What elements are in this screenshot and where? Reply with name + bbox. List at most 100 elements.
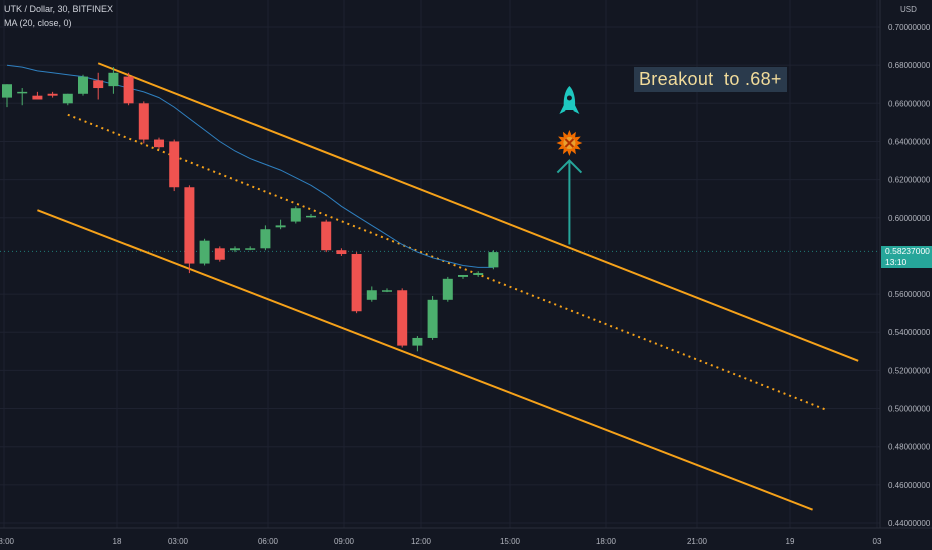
candle-body: [473, 273, 484, 275]
time-tick-label: 03: [873, 537, 882, 546]
candle-body: [214, 248, 225, 260]
candle-body: [154, 139, 164, 148]
candle-body: [2, 84, 12, 98]
price-tick-label: 0.46000000: [888, 481, 931, 490]
currency-label: USD: [900, 5, 917, 14]
moving-average-line: [6, 64, 494, 268]
candle-body: [290, 208, 301, 222]
candle-body: [184, 187, 195, 264]
channel-line-lower[interactable]: [37, 209, 813, 511]
symbol-title: UTK / Dollar, 30, BITFINEX: [4, 4, 114, 14]
up-arrow-icon[interactable]: [556, 159, 583, 245]
target-star-icon: [556, 130, 583, 156]
candle: [123, 72, 134, 106]
candle-body: [321, 221, 332, 251]
price-tick-label: 0.48000000: [888, 443, 931, 452]
time-tick-label: 19: [786, 537, 795, 546]
drawing-annotations[interactable]: [556, 86, 583, 245]
indicator-legend[interactable]: MA (20, close, 0): [4, 18, 72, 28]
price-tick-label: 0.60000000: [888, 214, 931, 223]
candle-body: [336, 250, 347, 255]
candle-body: [93, 80, 104, 89]
ma-line: [6, 64, 494, 268]
candlestick-series: [2, 67, 499, 352]
candle: [473, 271, 484, 277]
time-tick-label: 12:00: [411, 537, 432, 546]
candle: [154, 137, 164, 150]
arrow-head: [556, 159, 583, 174]
candle-body: [366, 290, 377, 300]
candle-body: [382, 290, 392, 292]
candle-body: [488, 252, 499, 268]
time-tick-label: 09:00: [334, 537, 355, 546]
candle: [184, 185, 195, 274]
time-scale[interactable]: 18:00 18 03:00 06:00 09:00 12:00 15:00 18:00 21:…: [0, 527, 932, 546]
candle-body: [108, 72, 119, 87]
candle: [17, 88, 28, 106]
candle: [351, 252, 362, 314]
candle-body: [412, 337, 423, 346]
candle-body: [123, 76, 134, 104]
price-tick-label: 0.50000000: [888, 405, 931, 414]
candle: [260, 225, 271, 251]
rocket-window: [566, 95, 572, 101]
candle: [32, 91, 43, 100]
candle-body: [17, 91, 28, 94]
candle: [412, 336, 423, 352]
candle-body: [245, 248, 256, 250]
price-tick-label: 0.56000000: [888, 290, 931, 299]
price-tick-label: 0.52000000: [888, 366, 931, 375]
price-tick-label: 0.64000000: [888, 137, 931, 146]
price-tick-label: 0.44000000: [888, 519, 931, 528]
candle: [93, 72, 104, 100]
time-tick-label: 18: [113, 537, 122, 546]
candle: [397, 288, 408, 348]
channel-line-upper[interactable]: [97, 62, 859, 362]
candle: [306, 213, 316, 218]
candle: [382, 288, 392, 293]
grid-lines: [0, 0, 880, 528]
candle-body: [306, 215, 316, 218]
candle-body: [260, 229, 271, 249]
candle-body: [62, 93, 73, 104]
candle: [199, 238, 210, 266]
candle-body: [47, 93, 58, 96]
price-tick-label: 0.68000000: [888, 61, 931, 70]
price-tick-label: 0.70000000: [888, 23, 931, 32]
candle-body: [458, 275, 468, 277]
candle: [321, 219, 332, 253]
current-price-value: 0.58237000: [885, 246, 930, 256]
time-tick-label: 03:00: [168, 537, 189, 546]
candle: [366, 286, 377, 302]
candle: [214, 246, 225, 262]
star-cross: [564, 138, 575, 148]
rocket-icon: [559, 86, 580, 114]
candle-body: [199, 240, 210, 264]
time-tick-label: 21:00: [687, 537, 708, 546]
price-tick-label: 0.66000000: [888, 99, 931, 108]
candle: [108, 67, 119, 94]
channel-lines[interactable]: [37, 62, 859, 511]
current-price-tag: 0.58237000 13:10: [881, 246, 932, 268]
time-tick-label: 18:00: [596, 537, 617, 546]
candle: [78, 74, 88, 96]
candle-body: [169, 141, 180, 188]
price-scale[interactable]: 0.70000000 0.68000000 0.66000000 0.64000000…: [879, 0, 931, 528]
price-tick-label: 0.62000000: [888, 176, 931, 185]
candle: [230, 246, 240, 253]
candle: [245, 246, 256, 251]
candle: [290, 206, 301, 224]
candle-body: [427, 299, 438, 338]
channel-line-middle[interactable]: [67, 113, 829, 412]
candle-body: [442, 278, 453, 300]
bar-countdown: 13:10: [885, 257, 907, 267]
candle-body: [397, 290, 408, 346]
candle: [458, 275, 468, 279]
breakout-annotation[interactable]: Breakout to .68+: [634, 67, 787, 92]
candle-body: [32, 95, 43, 100]
rocket-fins: [559, 104, 580, 114]
candle: [47, 91, 58, 98]
candle: [275, 219, 286, 230]
time-tick-label: 15:00: [500, 537, 521, 546]
